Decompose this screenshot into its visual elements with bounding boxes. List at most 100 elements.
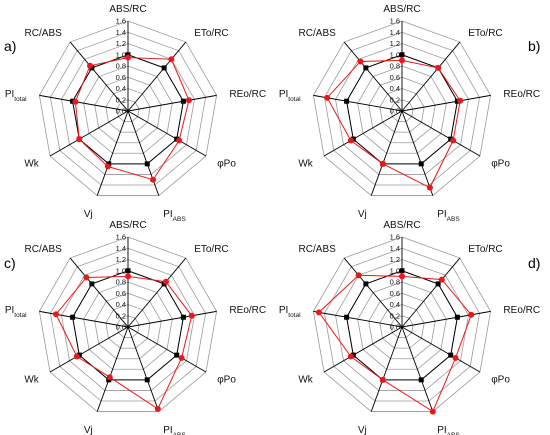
grid-ring <box>324 247 480 402</box>
series-line-2 <box>74 57 190 181</box>
data-point-circle <box>185 97 192 104</box>
axis-label: ABS/RC <box>383 220 420 231</box>
data-point-circle <box>347 137 354 144</box>
tick-label: 0.4 <box>390 84 400 93</box>
axis-label: φPo <box>491 375 510 386</box>
tick-label: 0.0 <box>390 107 400 116</box>
data-point-square <box>448 352 454 358</box>
data-point-square <box>399 268 405 274</box>
axis-spoke <box>49 110 129 157</box>
grid-ring <box>368 292 436 360</box>
series-line-1 <box>72 270 184 381</box>
axis-spoke <box>96 110 129 196</box>
panel-letter: d) <box>528 255 540 271</box>
data-point-circle <box>154 405 161 412</box>
grid-ring <box>61 43 195 175</box>
tick-label: 0.8 <box>390 278 400 287</box>
data-point-square <box>144 377 150 383</box>
data-point-square <box>454 314 460 320</box>
axis-label: Vj <box>358 425 367 435</box>
data-point-circle <box>176 137 183 144</box>
grid-ring <box>390 99 414 122</box>
axis-label: φPo <box>491 159 510 170</box>
tick-label: 1.6 <box>116 233 126 242</box>
data-point-circle <box>457 97 464 104</box>
axis-label: φPo <box>217 159 236 170</box>
grid-ring <box>390 315 414 338</box>
data-point-square <box>363 65 369 71</box>
grid-ring <box>379 88 425 133</box>
data-point-square <box>344 98 350 104</box>
axis-label: REo/RC <box>229 305 266 316</box>
axis-label: REo/RC <box>229 89 266 100</box>
data-point-square <box>363 281 369 287</box>
tick-label: 0.4 <box>116 84 126 93</box>
axis-label: PItotal <box>279 305 301 319</box>
grid-ring <box>83 65 173 154</box>
data-point-circle <box>399 57 405 64</box>
data-point-circle <box>76 136 83 143</box>
axis-label: RC/ABS <box>299 28 337 39</box>
axis-spoke <box>401 310 491 328</box>
axis-label: Wk <box>298 375 313 386</box>
data-point-circle <box>438 276 445 283</box>
axis-label: Vj <box>84 425 93 435</box>
axis-spoke <box>127 326 207 373</box>
grid-ring <box>312 236 492 412</box>
axis-label: REo/RC <box>503 89 540 100</box>
axis-label: PItotal <box>279 89 301 103</box>
axis-spoke <box>401 257 461 328</box>
axis-label: ABS/RC <box>109 220 146 231</box>
axis-spoke <box>127 326 160 412</box>
data-point-circle <box>73 353 80 360</box>
data-point-circle <box>72 98 79 105</box>
grid-ring <box>50 247 206 402</box>
grid-ring <box>116 315 140 338</box>
tick-label: 1.2 <box>116 39 126 48</box>
tick-label: 0.6 <box>390 73 400 82</box>
axis-spoke <box>370 326 403 412</box>
radar-panel-2: 0.0 0.2 0.4 0.6 0.8 1.0 1.2 1.4 1.6 ABS/RC ETo/RC R… <box>279 4 541 223</box>
axis-spoke <box>127 257 187 328</box>
radar-panel-4: 0.0 0.2 0.4 0.6 0.8 1.0 1.2 1.4 1.6 ABS/RC ETo/RC R… <box>279 220 541 435</box>
tick-label: 1.4 <box>116 244 126 253</box>
data-point-square <box>344 314 350 320</box>
axis-spoke <box>401 326 434 412</box>
data-point-circle <box>324 94 331 101</box>
grid-ring <box>324 31 480 186</box>
data-point-circle <box>429 408 436 415</box>
series-line-2 <box>326 59 461 189</box>
data-point-circle <box>87 62 94 69</box>
axis-spoke <box>127 94 217 112</box>
data-point-square <box>180 98 186 104</box>
data-point-circle <box>315 309 322 316</box>
panel-letter: c) <box>4 255 16 271</box>
tick-label: 1.6 <box>390 17 400 26</box>
axis-spoke <box>313 310 403 328</box>
grid-ring <box>357 281 447 370</box>
grid-ring <box>312 20 492 196</box>
axis-label: ETo/RC <box>468 28 502 39</box>
axis-spoke <box>370 110 403 196</box>
data-point-circle <box>450 137 457 144</box>
tick-label: 0.6 <box>116 73 126 82</box>
tick-label: 0.2 <box>116 95 126 104</box>
data-point-square <box>174 352 180 358</box>
data-point-circle <box>150 176 157 183</box>
data-point-circle <box>452 354 459 361</box>
axis-spoke <box>401 41 461 112</box>
axis-spoke <box>401 326 481 373</box>
axis-label: ETo/RC <box>194 244 228 255</box>
grid-ring <box>105 88 151 133</box>
axis-label: ABS/RC <box>109 4 146 15</box>
tick-label: 0.4 <box>390 300 400 309</box>
tick-label: 0.2 <box>390 95 400 104</box>
axis-label: ABS/RC <box>383 4 420 15</box>
tick-label: 1.4 <box>390 244 400 253</box>
grid-ring <box>50 31 206 186</box>
axis-spoke <box>401 110 434 196</box>
grid-ring <box>116 99 140 122</box>
tick-label: 1.2 <box>390 39 400 48</box>
tick-label: 0.0 <box>116 323 126 332</box>
